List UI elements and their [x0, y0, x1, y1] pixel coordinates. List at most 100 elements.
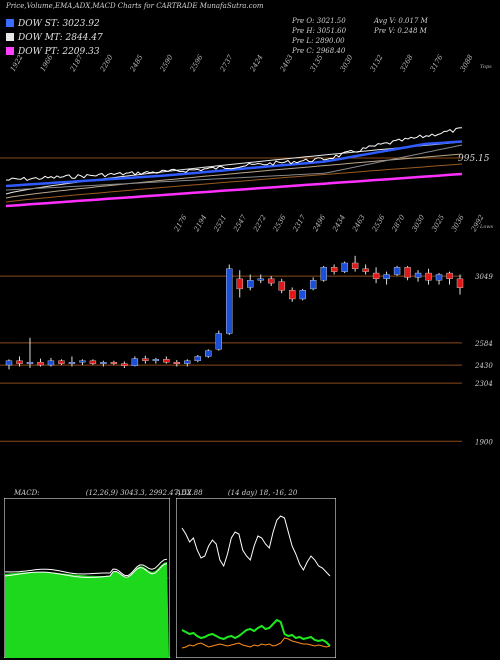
volume-ema-panel: 1922 1966 2187 2260 2485 2590 2596 2737 2424 2463… — [0, 53, 494, 234]
candle-body — [278, 281, 285, 291]
bottom-label: 3025 — [430, 213, 446, 233]
candle-body — [79, 360, 86, 363]
price-level-label: 1900 — [475, 438, 493, 446]
bottom-label: 2536 — [370, 213, 387, 234]
macd-line — [5, 558, 168, 576]
tops-label: Tops — [480, 64, 492, 70]
candle-body — [5, 360, 13, 366]
adx-minus-di-line — [181, 637, 331, 649]
candle-body — [320, 267, 327, 281]
top-label: 2737 — [218, 53, 235, 74]
macd-label: MACD: — [14, 489, 40, 497]
ema-long-2 — [5, 153, 463, 199]
info-pre-low: Pre L: 2890.00 — [292, 37, 345, 45]
lows-label: Lows — [479, 224, 494, 230]
bottom-label: 2496 — [311, 213, 328, 234]
candle-body — [425, 272, 432, 281]
level-label: 995.15 — [458, 154, 490, 164]
candle-body — [351, 262, 359, 269]
candle-body — [194, 356, 201, 361]
candle-body — [404, 267, 411, 278]
candle-body — [330, 267, 338, 272]
candle-body — [299, 290, 306, 300]
price-panel: 3049 2584 2430 2304 1900 — [0, 255, 493, 446]
macd-title: MACD: (12,26,9) 3043.3, 2992.47, 52.88 — [14, 489, 203, 497]
candle-body — [121, 363, 128, 366]
candle-body — [26, 361, 34, 364]
info-pre-volume: Pre V: 0.248 M — [374, 27, 427, 35]
adx-line — [181, 515, 331, 577]
top-label: 3176 — [429, 53, 445, 73]
candle-body — [393, 267, 401, 275]
candle-body — [236, 278, 243, 290]
legend-dow-pt: DOW PT: 2209.33 — [6, 47, 100, 57]
candle-body — [226, 268, 233, 334]
top-label: 1966 — [39, 53, 55, 73]
adx-label: ADX — [176, 489, 192, 497]
candle-body — [205, 350, 212, 357]
macd-histogram-area — [5, 562, 169, 658]
candle-body — [372, 272, 380, 280]
info-pre-high: Pre H: 3051.60 — [292, 27, 347, 35]
chart-title: Price,Volume,EMA,ADX,MACD Charts for CAR… — [6, 2, 264, 10]
bottom-label: 2521 — [212, 214, 228, 234]
macd-signal-line — [4, 563, 168, 578]
candle-body — [446, 272, 453, 280]
bottom-label: 2434 — [331, 214, 347, 234]
bottom-label: 2272 — [252, 213, 269, 234]
candle-body — [456, 278, 464, 288]
legend-dow-st: DOW ST: 3023.92 — [6, 19, 100, 29]
candle-body — [173, 361, 181, 364]
candle-body — [152, 359, 160, 362]
candle-body — [435, 274, 443, 281]
adx-params: (14 day) 18, -16, 20 — [227, 489, 298, 497]
top-label: 2463 — [278, 53, 295, 74]
bottom-label: 2176 — [172, 213, 189, 234]
legend-label-pt: DOW PT: 2209.33 — [18, 47, 100, 57]
info-avg-volume: Avg V: 0.017 M — [374, 17, 428, 25]
top-label: 3088 — [459, 53, 475, 73]
adx-title: ADX (14 day) 18, -16, 20 — [176, 489, 297, 497]
top-label: 1922 — [9, 53, 25, 73]
top-label: 3268 — [399, 53, 415, 73]
top-label: 2187 — [68, 53, 85, 74]
bottom-label: 2547 — [232, 213, 249, 234]
legend-swatch-pt — [6, 47, 14, 55]
candle-body — [110, 361, 118, 364]
top-label: 3030 — [339, 53, 355, 73]
candle-body — [257, 278, 264, 281]
bottom-label: 2870 — [390, 213, 407, 234]
candle-body — [309, 280, 317, 290]
top-label: 3132 — [369, 53, 385, 73]
top-label: 2485 — [128, 53, 145, 74]
bottom-label: 3030 — [410, 213, 426, 233]
candle-body — [163, 359, 170, 363]
legend-dow-mt: DOW MT: 2844.47 — [6, 33, 103, 43]
top-label: 2260 — [98, 53, 115, 74]
legend-swatch-mt — [6, 33, 14, 41]
candle-body — [58, 360, 65, 364]
bottom-label: 3036 — [450, 213, 466, 233]
info-pre-close: Pre C: 2968.40 — [292, 47, 346, 55]
candle-body — [142, 358, 149, 361]
candle-body — [247, 280, 254, 288]
candle-body — [100, 361, 107, 364]
candle-body — [16, 360, 23, 364]
bottom-label: 2463 — [351, 213, 368, 234]
price-trace-line — [5, 127, 463, 181]
candle-body — [341, 262, 348, 272]
price-level-label: 3049 — [475, 273, 493, 281]
candle-body — [288, 290, 296, 300]
price-level-label: 2430 — [474, 362, 493, 370]
legend-label-st: DOW ST: 3023.92 — [18, 19, 100, 29]
candle-body — [37, 361, 44, 366]
top-label: 2590 — [158, 53, 175, 74]
candle-body — [362, 268, 369, 272]
candle-body — [215, 333, 222, 350]
price-level-label: 2584 — [474, 340, 493, 348]
ema-mid-line — [5, 144, 463, 191]
ema-st-line — [5, 140, 463, 188]
ema-long-1 — [5, 163, 463, 203]
candle-body — [414, 272, 422, 278]
top-label: 2424 — [248, 54, 264, 74]
